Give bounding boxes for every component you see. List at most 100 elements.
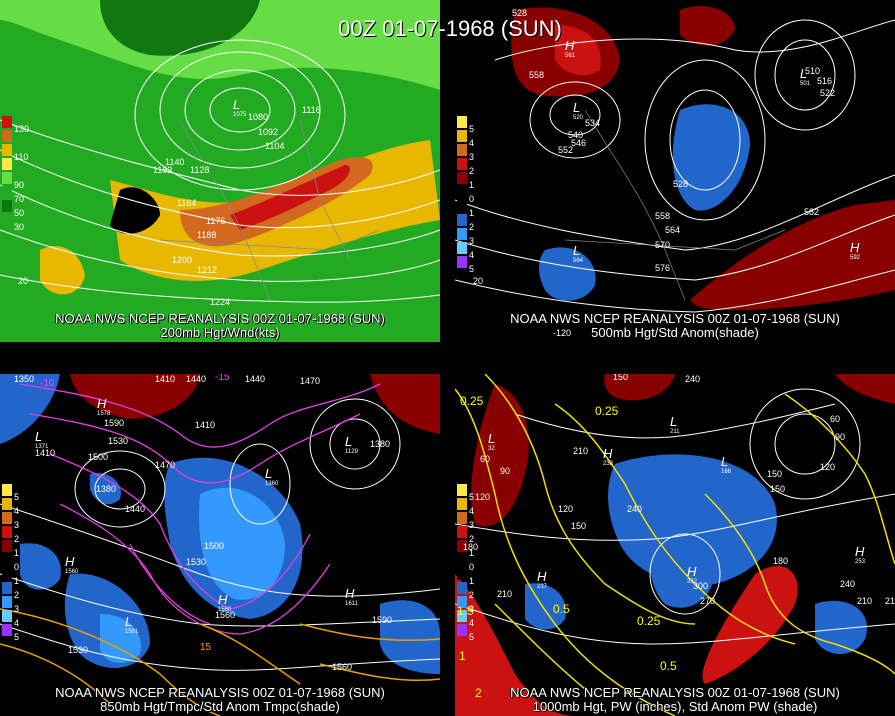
low-value: 501 (800, 81, 811, 87)
legend-label: 1 (14, 576, 20, 586)
high-marker: H 332 (687, 564, 697, 585)
contour-label: 90 (500, 466, 511, 476)
legend-swatch (2, 526, 12, 538)
legend-swatch (2, 172, 12, 184)
contour-label: 540 (568, 130, 584, 140)
pw-label: 0.5 (553, 602, 570, 616)
contour-label: 210 (885, 596, 895, 606)
contour-label: 528 (512, 8, 528, 18)
legend-label: 5 (469, 264, 475, 274)
contour-label: 1092 (258, 127, 279, 137)
contour-label: 1116 (302, 105, 321, 115)
legend-200mb: 130 110 90 70 50 30 (2, 116, 29, 232)
contour-label: 210 (497, 589, 513, 599)
contour-label: 1164 (177, 198, 197, 208)
legend-swatch (457, 526, 467, 538)
contour-label: 300 (693, 581, 709, 591)
pw-label: 0.25 (460, 394, 484, 408)
pw-label: 1 (459, 649, 466, 663)
legend-label: 0 (469, 562, 475, 572)
contour-label: 1176 (206, 216, 226, 226)
isotherm-label: -10 (40, 378, 55, 389)
low-marker: L 211 (670, 414, 680, 435)
legend-swatch (457, 158, 467, 170)
low-letter: L (488, 431, 496, 446)
high-letter: H (855, 544, 865, 559)
low-marker: L 1371 (35, 429, 48, 450)
contour-label: 1140 (165, 157, 185, 167)
legend-label: 90 (14, 180, 25, 190)
high-letter: H (850, 240, 860, 255)
contour-label: 522 (820, 88, 836, 98)
legend-swatch (2, 568, 12, 580)
low-value: 211 (670, 429, 680, 435)
high-marker: H 592 (850, 240, 860, 261)
low-value: 32 (488, 446, 495, 452)
legend-label: 50 (14, 208, 25, 218)
caption-line1: NOAA NWS NCEP REANALYSIS 00Z 01-07-1968 … (510, 311, 840, 326)
high-value: 1578 (97, 411, 111, 417)
contour-label: 576 (655, 263, 671, 273)
contour-label: 1152 (153, 165, 173, 175)
legend-swatch (2, 498, 12, 510)
contour-label: 510 (805, 66, 821, 76)
contour-label: 570 (655, 240, 671, 250)
contour-label: 1080 (248, 112, 269, 122)
legend-label: 1 (469, 576, 475, 586)
contour-label: 1410 (35, 448, 56, 458)
contour-label: 564 (665, 225, 681, 235)
legend-label: 1 (469, 548, 475, 558)
map-850mb (0, 374, 440, 716)
legend-label: 4 (14, 618, 20, 628)
contour-label: 1500 (204, 541, 225, 551)
pw-label: 0.25 (637, 614, 661, 628)
legend-swatch (457, 130, 467, 142)
low-marker: L 1360 (265, 466, 278, 487)
contour-label: 546 (571, 138, 587, 148)
legend-label: 2 (14, 534, 20, 544)
contour-label: 120 (475, 492, 491, 502)
high-letter: H (565, 38, 575, 53)
contour-label: 1470 (155, 460, 176, 470)
legend-label: 30 (14, 222, 25, 232)
legend-swatch (2, 582, 12, 594)
high-value: 1560 (218, 607, 232, 613)
contour-label: 180 (773, 556, 789, 566)
legend-swatch (2, 540, 12, 552)
legend-label: 2 (469, 534, 475, 544)
contour-label: 120 (558, 504, 574, 514)
legend-label: 2 (469, 222, 475, 232)
legend-label: 4 (469, 618, 475, 628)
map-200mb (0, 0, 440, 342)
legend-label: 2 (469, 590, 475, 600)
legend-swatch (2, 116, 12, 128)
legend-swatch (2, 158, 12, 170)
legend-label: 5 (14, 632, 20, 642)
legend-swatch (457, 484, 467, 496)
contour-label: 1410 (195, 420, 216, 430)
low-letter: L (573, 100, 581, 115)
high-letter: H (687, 564, 697, 579)
high-marker: H 1560 (65, 554, 78, 575)
contour-label: 60 (480, 454, 491, 464)
legend-swatch (457, 116, 467, 128)
panel-500mb: 5 4 3 2 1 0 1 2 3 4 5 H 561 H 592 L 520 L 56… (455, 0, 895, 342)
contour-label: 1410 (155, 374, 176, 384)
legend-swatch (457, 498, 467, 510)
contour-label: 1440 (125, 504, 146, 514)
high-value: 1560 (65, 569, 79, 575)
legend-swatch (457, 172, 467, 184)
low-letter: L (125, 614, 133, 629)
panel-850mb: 5 4 3 2 1 0 1 2 3 4 5 H 1578 H 1560 H 1560 … (0, 374, 440, 716)
contour-label: 1128 (190, 165, 210, 175)
high-marker: H 237 (537, 569, 547, 590)
contour-label: 150 (613, 374, 629, 382)
contour-label: 1470 (300, 376, 321, 386)
panel-1000mb: 5 4 3 2 1 0 1 2 3 4 5 H 233 H 253 H 332 H 23… (455, 374, 895, 716)
legend-swatch (2, 186, 12, 198)
map-1000mb (455, 374, 895, 716)
legend-label: 5 (469, 124, 475, 134)
high-letter: H (603, 446, 613, 461)
contour-label: 180 (463, 542, 479, 552)
low-letter: L (721, 454, 729, 469)
